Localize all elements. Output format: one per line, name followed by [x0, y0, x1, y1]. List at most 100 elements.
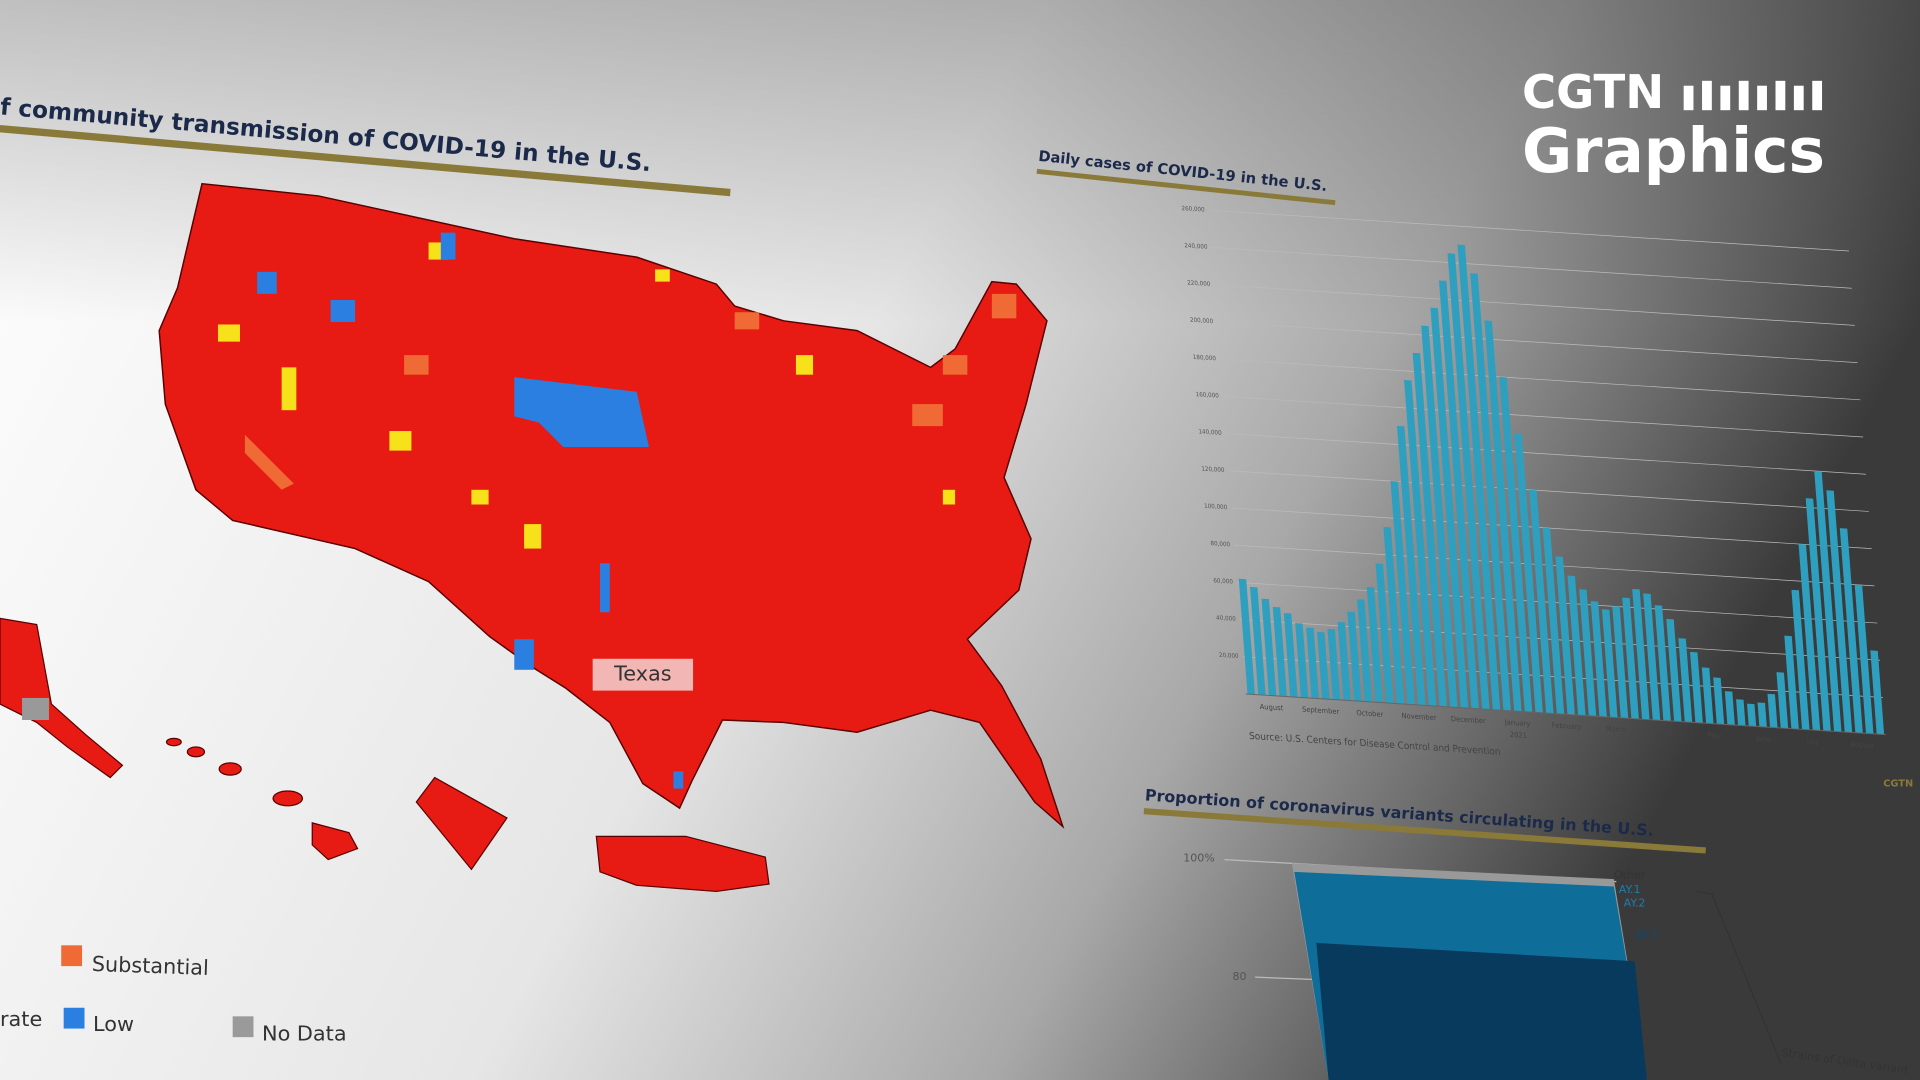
bar	[1337, 622, 1351, 701]
bar	[1805, 498, 1831, 732]
y-tick-label: 40,000	[1216, 615, 1236, 622]
bar	[1390, 481, 1415, 705]
bar	[1767, 693, 1778, 728]
bar	[1357, 599, 1373, 703]
x-tick-label: April	[1657, 727, 1673, 737]
x-tick-label: February	[1551, 720, 1581, 731]
bar	[1690, 651, 1703, 724]
x-axis	[1245, 693, 1886, 736]
y-tick-label: 100%	[1183, 851, 1215, 864]
alaska-no-data	[22, 697, 49, 720]
series-label: AY.2	[1624, 897, 1646, 910]
grid-line	[1228, 470, 1869, 512]
blue-patches	[257, 232, 684, 789]
title-underline	[1036, 168, 1336, 206]
series-label: AY.1	[1619, 883, 1641, 896]
bar	[1327, 628, 1341, 700]
bar	[1396, 425, 1426, 706]
bar	[1283, 613, 1298, 698]
territory	[415, 776, 508, 871]
grid-line	[1243, 656, 1883, 698]
bar	[1306, 627, 1319, 699]
x-tick-label: June	[1755, 733, 1771, 743]
y-tick-label: 120,000	[1201, 466, 1225, 474]
y-tick-label: 140,000	[1198, 429, 1222, 437]
bar	[1601, 609, 1618, 718]
legend: Substantial rate Low No Data	[0, 945, 347, 1046]
bar	[1383, 526, 1405, 705]
variants-chart: 100% 80 Other AY.1 AY.2 AY.3 Strains of …	[1183, 851, 1910, 1080]
grid-line	[1240, 619, 1881, 661]
bar	[1713, 677, 1725, 725]
bar	[1555, 556, 1575, 715]
grid-line	[1217, 321, 1858, 363]
grid-line	[1226, 433, 1866, 475]
bar	[1249, 586, 1266, 696]
bar	[1542, 527, 1565, 715]
grid-line	[1214, 284, 1855, 326]
bar	[1375, 563, 1394, 704]
label-box	[592, 658, 694, 691]
y-tick-label: 180,000	[1193, 355, 1217, 363]
bar	[1791, 589, 1810, 730]
y-tick-label: 20,000	[1219, 653, 1239, 660]
bar	[1870, 650, 1885, 735]
hawaii	[165, 737, 359, 861]
bar	[1776, 672, 1789, 729]
bar	[1590, 601, 1607, 717]
y-tick-label: 240,000	[1184, 243, 1208, 251]
x-tick-label: November	[1401, 711, 1437, 723]
x-tick-label: May	[1707, 730, 1722, 740]
grid-line	[1220, 358, 1861, 401]
logo: CGTN Graphics CGTN	[1522, 65, 1913, 790]
bar	[1261, 598, 1277, 696]
logo-text: CGTN	[1522, 65, 1664, 119]
bar	[1347, 611, 1362, 702]
legend-label: No Data	[262, 1022, 347, 1046]
bracket	[1695, 890, 1783, 1066]
orange-patches	[244, 293, 1017, 490]
year-label: 2021	[1510, 730, 1528, 740]
bar	[1470, 273, 1511, 711]
cases-chart: 20,000 40,000 60,000 80,000 100,000 120,000 14…	[1181, 206, 1886, 758]
bar	[1784, 635, 1799, 730]
y-tick-label: 60,000	[1213, 578, 1233, 585]
bar	[1238, 578, 1255, 695]
title-underline	[1143, 808, 1706, 854]
bar	[1826, 490, 1853, 733]
bar	[1430, 307, 1469, 709]
x-tick-label: December	[1450, 714, 1486, 726]
legend-label: Substantial	[91, 952, 209, 980]
bar	[1757, 702, 1767, 728]
grid-line	[1237, 581, 1878, 624]
bar	[1579, 589, 1597, 717]
bar	[1643, 593, 1661, 721]
bar	[1798, 543, 1821, 731]
alaska	[0, 617, 124, 779]
x-tick-label: August	[1850, 739, 1874, 750]
bar	[1839, 528, 1863, 734]
legend-swatch	[61, 945, 83, 967]
bar	[1854, 584, 1874, 734]
y-tick-label: 100,000	[1204, 504, 1228, 512]
bar	[1666, 618, 1682, 722]
bar	[1421, 325, 1458, 708]
grid-line	[1211, 247, 1852, 289]
bar	[1612, 606, 1629, 719]
legend-swatch	[63, 1007, 85, 1029]
bar	[1514, 433, 1543, 713]
grid-line	[1223, 395, 1864, 438]
grid-line	[1231, 507, 1872, 550]
legend-label: rate	[0, 1007, 42, 1031]
grid-line	[1234, 544, 1875, 587]
bar	[1736, 699, 1746, 726]
series-label: Other	[1614, 869, 1646, 882]
bar	[1814, 470, 1842, 732]
bar	[1529, 489, 1554, 714]
puerto-rico	[595, 835, 770, 893]
bar	[1412, 352, 1447, 707]
bar	[1484, 320, 1522, 712]
title-underline	[0, 124, 731, 197]
bar	[1567, 575, 1586, 716]
